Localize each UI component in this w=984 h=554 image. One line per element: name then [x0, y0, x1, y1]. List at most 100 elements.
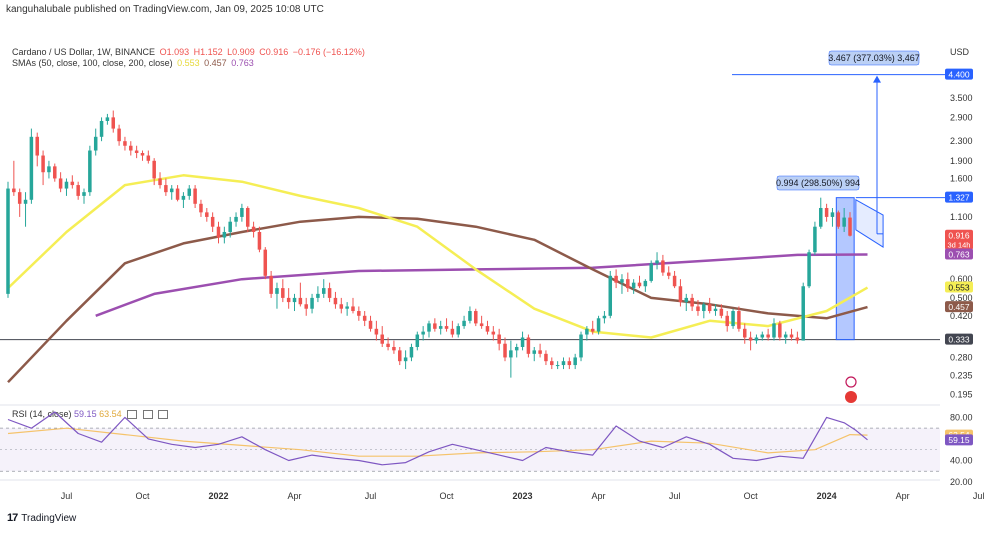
- candle: [105, 113, 110, 125]
- time-tick-label: Oct: [135, 491, 150, 501]
- candle: [474, 308, 478, 327]
- sma200-value: 0.763: [231, 58, 254, 68]
- price-tick-label: 0.280: [950, 352, 973, 362]
- candle-body: [596, 318, 601, 332]
- candle: [339, 297, 344, 314]
- candle: [269, 270, 273, 298]
- candle-body: [123, 141, 127, 146]
- candle: [567, 357, 572, 370]
- candle: [164, 178, 168, 196]
- candle: [783, 331, 788, 344]
- candle-body: [456, 326, 460, 335]
- candle: [666, 266, 671, 280]
- candle-body: [696, 306, 700, 312]
- candle-body: [737, 311, 741, 329]
- rsi-line: [7, 411, 868, 466]
- candle: [503, 337, 507, 362]
- sma-legend: SMAs (50, close, 100, close, 200, close)…: [12, 58, 256, 68]
- tradingview-logo-icon: 17: [7, 512, 18, 524]
- candle-body: [813, 226, 817, 253]
- candle-body: [520, 337, 525, 347]
- candle: [538, 343, 542, 358]
- settings-icon[interactable]: [127, 410, 138, 420]
- price-badge-label: 0.763: [948, 249, 970, 259]
- candle: [99, 117, 104, 142]
- price-badge-label: 0.333: [948, 335, 970, 345]
- candle-body: [602, 315, 607, 319]
- time-tick-label: Jul: [973, 491, 984, 501]
- candle: [637, 275, 642, 289]
- candle: [789, 328, 794, 341]
- candle-body: [263, 249, 268, 276]
- candle: [824, 203, 829, 222]
- candle-body: [462, 320, 466, 327]
- candle-body: [351, 306, 355, 312]
- candle-body: [661, 260, 665, 273]
- price-tick-label: 1.600: [950, 173, 973, 183]
- candle-body: [725, 315, 729, 327]
- candle-body: [690, 297, 694, 307]
- candle-body: [801, 286, 805, 341]
- candle-body: [824, 207, 829, 217]
- rsi-ma-line: [7, 427, 868, 457]
- candle: [93, 128, 98, 156]
- candle-body: [368, 320, 373, 329]
- currency-label: USD: [950, 47, 970, 57]
- candle: [216, 221, 221, 244]
- candle-body: [491, 331, 496, 335]
- candle-body: [649, 263, 653, 281]
- candle: [234, 212, 238, 227]
- candle-body: [795, 337, 800, 341]
- candle-body: [292, 297, 297, 303]
- candle: [23, 192, 28, 227]
- candle: [64, 178, 69, 196]
- candle-body: [666, 272, 671, 276]
- candle-body: [433, 323, 437, 329]
- candle: [421, 326, 425, 341]
- price-badge-label: 0.553: [948, 283, 970, 293]
- candle: [6, 181, 10, 298]
- price-tick-label: 0.500: [950, 293, 973, 303]
- candle: [491, 326, 496, 341]
- candle-body: [374, 328, 379, 335]
- candle-body: [631, 282, 636, 289]
- candle: [760, 331, 765, 341]
- candle-body: [199, 203, 203, 213]
- rsi-tick-label: 20.00: [950, 477, 973, 487]
- candle: [696, 299, 700, 316]
- candle: [532, 346, 537, 362]
- candle: [368, 315, 373, 332]
- candle-body: [205, 212, 209, 217]
- candle-body: [561, 361, 566, 366]
- visibility-icon[interactable]: [142, 410, 153, 420]
- candle-body: [82, 192, 86, 196]
- candle: [433, 318, 437, 332]
- candle: [819, 197, 823, 229]
- more-icon[interactable]: [158, 410, 169, 420]
- candle-body: [321, 288, 326, 294]
- candle: [228, 216, 232, 238]
- candle-body: [41, 155, 45, 173]
- candle-body: [333, 297, 338, 305]
- candle-body: [105, 117, 110, 121]
- candle-body: [842, 217, 846, 227]
- candle: [801, 282, 805, 341]
- candle: [210, 212, 215, 232]
- candle: [292, 293, 297, 312]
- rsi-tick-label: 40.00: [950, 455, 973, 465]
- candle: [392, 340, 396, 354]
- candle-body: [731, 311, 735, 327]
- candle-body: [345, 306, 349, 309]
- candle-body: [357, 311, 361, 316]
- candle-body: [526, 337, 531, 354]
- candle: [725, 311, 729, 332]
- ohlc-low: L0.909: [227, 47, 255, 57]
- sma-label: SMAs (50, close, 100, close, 200, close): [12, 58, 173, 68]
- candle-body: [117, 128, 121, 142]
- candle-body: [134, 150, 139, 153]
- candle-body: [47, 166, 51, 173]
- candle: [403, 350, 408, 370]
- candle-body: [438, 326, 443, 329]
- candle: [795, 331, 800, 344]
